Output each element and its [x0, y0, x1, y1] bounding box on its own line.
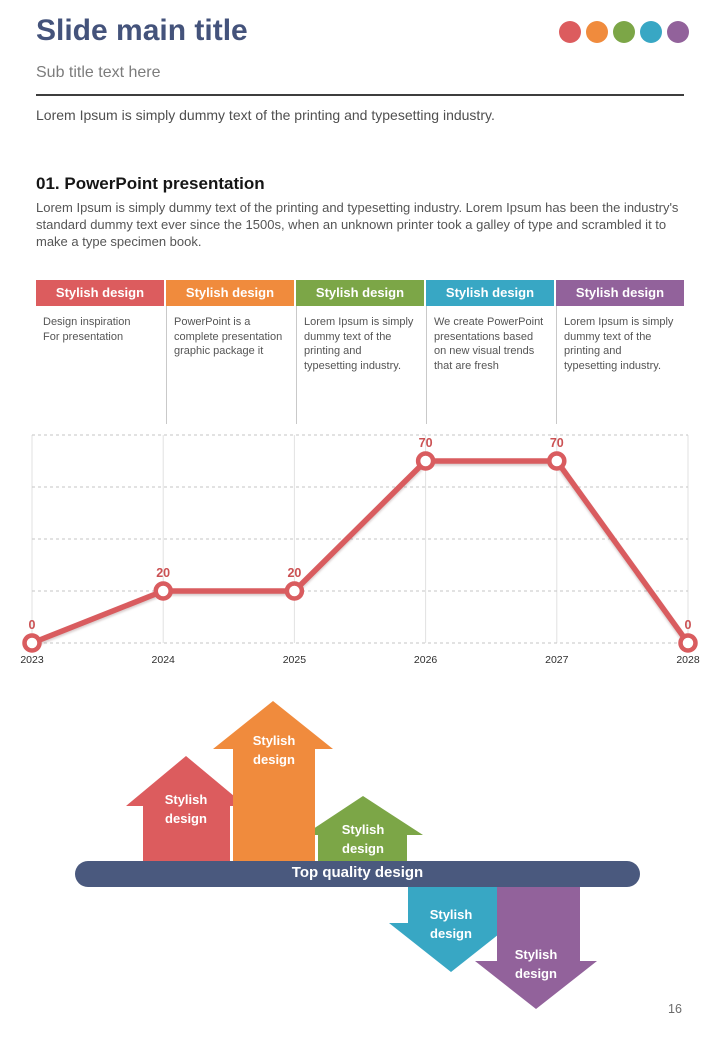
- chart-data-point: [22, 633, 42, 653]
- table-column: Stylish design Lorem Ipsum is simply dum…: [296, 280, 424, 424]
- chart-x-tick-label: 2024: [152, 654, 176, 666]
- chart-x-tick-label: 2028: [676, 654, 700, 666]
- header-divider: [36, 94, 684, 96]
- table-column: Stylish design Lorem Ipsum is simply dum…: [556, 280, 684, 424]
- top-quality-bar-label: Top quality design: [291, 864, 424, 881]
- chart-line-series: [30, 458, 691, 646]
- accent-dots: [559, 21, 689, 43]
- table-column: Stylish design We create PowerPoint pres…: [426, 280, 554, 424]
- chart-data-point: [547, 451, 567, 471]
- table-column-cell: Lorem Ipsum is simply dummy text of the …: [296, 306, 424, 424]
- table-column: Stylish design Design inspiration For pr…: [36, 280, 164, 424]
- up-arrow-green-label: Stylish design: [341, 822, 385, 856]
- down-arrow-purple-label: Stylish design: [514, 947, 558, 981]
- chart-data-label: 0: [685, 618, 692, 632]
- dot-red-icon: [559, 21, 581, 43]
- chart-data-point: [153, 581, 173, 601]
- table-column-header: Stylish design: [556, 280, 684, 306]
- page-title: Slide main title: [36, 14, 248, 47]
- table-column-cell: Design inspiration For presentation: [43, 316, 131, 343]
- chart-data-label: 0: [29, 618, 36, 632]
- section-heading: 01. PowerPoint presentation: [36, 174, 265, 193]
- page-subtitle: Sub title text here: [36, 64, 161, 81]
- chart-x-tick-label: 2025: [283, 654, 307, 666]
- chart-data-label: 70: [550, 436, 564, 450]
- table-column-cell: We create PowerPoint presentations based…: [426, 306, 554, 424]
- table-column-header: Stylish design: [426, 280, 554, 306]
- intro-text: Lorem Ipsum is simply dummy text of the …: [36, 107, 495, 123]
- chart-data-label: 20: [156, 566, 170, 580]
- table-column: Stylish design PowerPoint is a complete …: [166, 280, 294, 424]
- arrows-diagram: [0, 680, 720, 1040]
- chart-data-point: [284, 581, 305, 601]
- top-quality-bar: [75, 861, 640, 887]
- up-arrow-red-label: Stylish design: [164, 792, 208, 826]
- chart-data-label: 20: [287, 566, 301, 580]
- dot-teal-icon: [640, 21, 662, 43]
- dot-orange-icon: [586, 21, 608, 43]
- table-column-cell: PowerPoint is a complete presentation gr…: [166, 306, 294, 424]
- up-arrow-red: [126, 756, 246, 872]
- chart-data-label: 70: [419, 436, 433, 450]
- table-column-header: Stylish design: [166, 280, 294, 306]
- line-chart: 0 20 20 70 70 0 2023 2024 2025 2026 2027 2028: [0, 425, 720, 670]
- up-arrow-orange-label: Stylish design: [252, 733, 296, 767]
- chart-data-point: [678, 633, 698, 653]
- stylish-design-table: Stylish design Design inspiration For pr…: [36, 280, 684, 424]
- page-number: 16: [668, 1002, 682, 1016]
- chart-x-tick-label: 2023: [20, 654, 44, 666]
- dot-green-icon: [613, 21, 635, 43]
- down-arrow-purple: [475, 876, 597, 1009]
- table-column-header: Stylish design: [36, 280, 164, 306]
- chart-x-tick-label: 2026: [414, 654, 438, 666]
- down-arrow-teal-label: Stylish design: [429, 907, 473, 941]
- arrows-diagram-canvas: [75, 701, 640, 1009]
- up-arrow-green: [304, 796, 423, 872]
- chart-x-tick-label: 2027: [545, 654, 569, 666]
- section-paragraph: Lorem Ipsum is simply dummy text of the …: [36, 200, 679, 249]
- dot-purple-icon: [667, 21, 689, 43]
- table-column-cell: Lorem Ipsum is simply dummy text of the …: [556, 306, 684, 424]
- up-arrow-orange: [213, 701, 333, 872]
- table-column-header: Stylish design: [296, 280, 424, 306]
- chart-data-point: [415, 451, 436, 471]
- line-chart-canvas: 0 20 20 70 70 0 2023 2024 2025 2026 2027 2028: [20, 434, 700, 666]
- down-arrow-teal: [389, 876, 513, 972]
